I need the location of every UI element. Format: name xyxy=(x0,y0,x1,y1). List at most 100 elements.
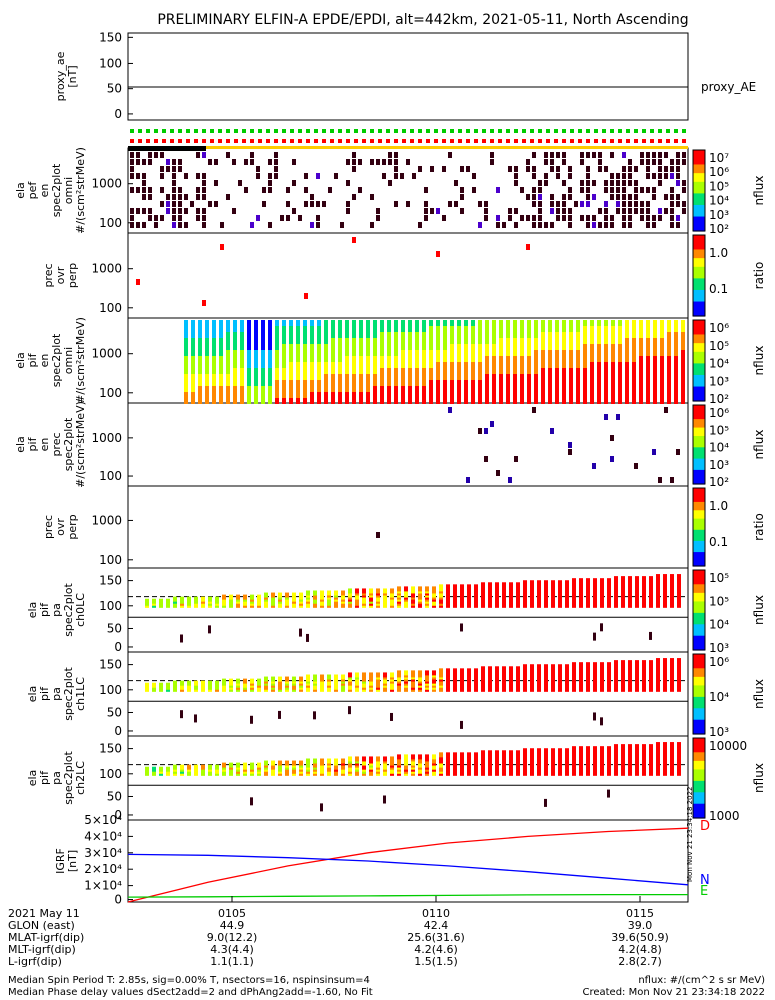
spectrogram-pixel xyxy=(282,344,286,350)
colorbar-segment xyxy=(693,419,705,423)
spectrogram-pixel xyxy=(471,332,475,338)
spectrogram-pixel xyxy=(166,201,170,207)
spectrogram-pixel xyxy=(492,344,496,350)
spectrogram-pixel xyxy=(611,326,615,332)
pitch-angle-pixel xyxy=(418,754,422,760)
colorbar-frame xyxy=(692,404,706,485)
spectrogram-pixel xyxy=(604,326,608,332)
colorbar-segment xyxy=(693,510,705,514)
spectrogram-pixel xyxy=(422,386,426,392)
spectrogram-pixel xyxy=(598,159,602,165)
x-row-value: 25.6(31.6) xyxy=(407,931,465,944)
spectrogram-pixel xyxy=(205,344,209,350)
spectrogram-pixel xyxy=(316,215,320,221)
spectrogram-pixel xyxy=(317,362,321,368)
pitch-angle-pixel xyxy=(159,598,163,604)
spectrogram-pixel xyxy=(598,152,602,158)
spectrogram-pixel xyxy=(632,362,636,368)
pitch-angle-pixel xyxy=(516,750,520,756)
spectrogram-pixel xyxy=(233,398,237,404)
pitch-angle-pixel xyxy=(243,762,247,768)
status-dot-red xyxy=(338,139,342,143)
colorbar-segment xyxy=(693,607,705,611)
spectrogram-pixel xyxy=(472,173,476,179)
spectrogram-pixel xyxy=(492,332,496,338)
spectrogram-pixel xyxy=(412,173,416,179)
x-row-value: 0110 xyxy=(422,907,450,920)
spectrogram-pixel xyxy=(556,173,560,179)
spectrogram-pixel xyxy=(324,326,328,332)
spectrogram-pixel xyxy=(261,350,265,356)
spectrogram-pixel xyxy=(562,208,566,214)
spectrogram-pixel xyxy=(261,380,265,386)
colorbar-segment xyxy=(693,278,705,282)
spectrogram-pixel xyxy=(316,201,320,207)
pitch-angle-pixel xyxy=(222,594,226,600)
spectrogram-pixel xyxy=(212,332,216,338)
colorbar-segment xyxy=(693,170,705,174)
spectrogram-pixel xyxy=(373,356,377,362)
pitch-angle-pixel xyxy=(544,748,548,754)
spectrogram-pixel xyxy=(250,159,254,165)
colorbar-tick-label: 0.1 xyxy=(709,282,728,296)
spectrogram-pixel xyxy=(610,194,614,200)
spectrogram-pixel xyxy=(261,392,265,398)
pitch-angle-pixel xyxy=(621,660,625,666)
colorbar-segment xyxy=(693,532,705,536)
spectrogram-pixel xyxy=(496,187,500,193)
pitch-angle-pixel xyxy=(285,676,289,682)
pitch-angle-pixel xyxy=(677,574,681,580)
spectrogram-pixel xyxy=(394,362,398,368)
spectrogram-pixel xyxy=(597,338,601,344)
status-dot-green xyxy=(170,129,174,133)
colorbar-segment xyxy=(693,521,705,525)
colorbar-segment xyxy=(693,334,705,338)
spectrogram-pixel xyxy=(317,374,321,380)
spectrogram-pixel xyxy=(219,374,223,380)
spectrogram-pixel xyxy=(590,362,594,368)
spectrogram-pixel xyxy=(261,338,265,344)
pitch-angle-pixel xyxy=(390,712,393,721)
status-dot-green xyxy=(290,129,294,133)
spectrogram-pixel xyxy=(583,368,587,374)
spectrogram-pixel xyxy=(408,362,412,368)
pitch-angle-pixel xyxy=(180,764,184,770)
y-tick-label: 150 xyxy=(99,742,122,756)
spectrogram-pixel xyxy=(450,332,454,338)
spectrogram-pixel xyxy=(514,222,518,228)
spectrogram-pixel xyxy=(597,398,601,404)
spectrogram-pixel xyxy=(240,332,244,338)
spectrogram-pixel xyxy=(681,398,685,404)
colorbar-segment xyxy=(693,552,705,556)
spectrogram-pixel xyxy=(478,428,482,434)
spectrogram-pixel xyxy=(583,326,587,332)
pitch-angle-pixel xyxy=(285,760,289,766)
colorbar-segment xyxy=(693,815,705,819)
status-dot-red xyxy=(466,139,470,143)
spectrogram-pixel xyxy=(136,187,140,193)
spectrogram-pixel xyxy=(247,380,251,386)
spectrogram-pixel xyxy=(359,398,363,404)
spectrogram-pixel xyxy=(262,187,266,193)
spectrogram-pixel xyxy=(212,338,216,344)
spectrogram-pixel xyxy=(576,356,580,362)
spectrogram-pixel xyxy=(220,244,224,250)
spectrogram-pixel xyxy=(450,386,454,392)
spectrogram-pixel xyxy=(576,320,580,326)
pitch-angle-pixel xyxy=(292,676,296,682)
status-dot-red xyxy=(362,139,366,143)
y-axis-label: ch2LC xyxy=(74,761,87,795)
spectrogram-pixel xyxy=(471,338,475,344)
pitch-angle-pixel xyxy=(271,760,275,766)
spectrogram-pixel xyxy=(424,215,428,221)
spectrogram-pixel xyxy=(388,180,392,186)
spectrogram-pixel xyxy=(324,386,328,392)
spectrogram-pixel xyxy=(184,368,188,374)
spectrogram-pixel xyxy=(541,392,545,398)
spectrogram-pixel xyxy=(681,368,685,374)
spectrogram-pixel xyxy=(534,374,538,380)
spectrogram-pixel xyxy=(394,344,398,350)
y-axis-label: ela xyxy=(26,602,39,619)
spectrogram-pixel xyxy=(568,166,572,172)
spectrogram-pixel xyxy=(233,338,237,344)
